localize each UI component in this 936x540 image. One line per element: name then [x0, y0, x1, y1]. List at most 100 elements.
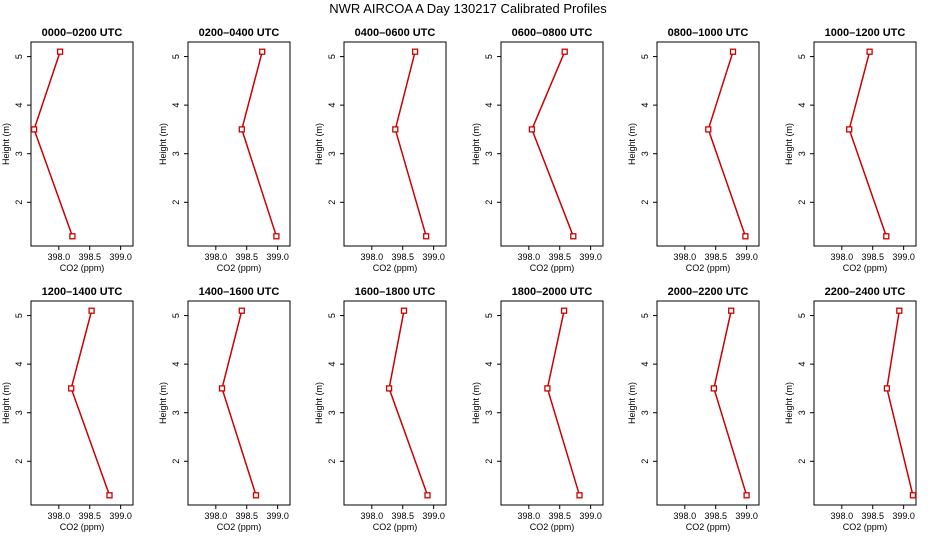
y-tick-label: 4	[14, 103, 24, 108]
panel-3: 0600–0800 UTC 398.0 398.5 399.0 CO2 (ppm) 2 3 4…	[471, 27, 604, 273]
y-axis-label: Height (m)	[784, 123, 794, 165]
data-point	[423, 233, 430, 240]
y-tick-label: 4	[797, 362, 807, 367]
x-tick-label: 398.0	[831, 511, 854, 521]
y-tick-label: 5	[14, 54, 24, 59]
x-tick-label: 398.0	[518, 252, 541, 262]
y-tick-label: 3	[327, 410, 337, 415]
y-tick-label: 5	[171, 54, 181, 59]
data-point	[30, 126, 38, 133]
x-tick-label: 398.5	[861, 511, 884, 521]
y-axis-label: Height (m)	[314, 123, 324, 165]
panel-8: 1600–1800 UTC 398.0 398.5 399.0 CO2 (ppm) 2 3 4…	[314, 286, 447, 532]
y-tick-label: 2	[640, 200, 650, 205]
x-tick-label: 399.0	[579, 511, 602, 521]
y-axis-label: Height (m)	[158, 382, 168, 424]
x-tick-label: 399.0	[892, 252, 915, 262]
data-point	[728, 307, 735, 314]
plot-frame	[656, 41, 760, 247]
panel-6: 1200–1400 UTC 398.0 398.5 399.0 CO2 (ppm) 2 3 4…	[1, 286, 134, 532]
panel-title: 1400–1600 UTC	[199, 286, 280, 298]
x-tick-label: 398.0	[518, 511, 541, 521]
profile-line	[33, 51, 74, 237]
data-point	[392, 126, 399, 133]
data-point	[576, 492, 583, 499]
profile-line	[221, 310, 257, 496]
panel-title: 2200–2400 UTC	[825, 286, 906, 298]
data-point	[544, 385, 551, 392]
y-tick-label: 2	[797, 459, 807, 464]
y-tick-label: 3	[14, 410, 24, 415]
plot-frame	[343, 41, 447, 247]
panel-title: 1800–2000 UTC	[512, 286, 593, 298]
x-tick-label: 399.0	[735, 252, 758, 262]
y-axis-label: Height (m)	[627, 382, 637, 424]
profile-line	[546, 310, 581, 496]
data-point	[846, 126, 853, 133]
x-tick-label: 399.0	[266, 511, 289, 521]
y-tick-label: 2	[327, 459, 337, 464]
data-point	[424, 492, 431, 499]
y-tick-label: 4	[327, 103, 337, 108]
y-tick-label: 2	[327, 200, 337, 205]
y-tick-label: 3	[327, 151, 337, 156]
y-axis-label: Height (m)	[471, 123, 481, 165]
figure-title: NWR AIRCOA A Day 130217 Calibrated Profi…	[329, 1, 607, 16]
data-point	[68, 385, 75, 392]
x-tick-label: 398.0	[831, 252, 854, 262]
x-tick-label: 399.0	[109, 252, 132, 262]
y-tick-label: 3	[171, 410, 181, 415]
x-tick-label: 399.0	[109, 511, 132, 521]
data-point	[743, 492, 750, 499]
y-tick-label: 5	[640, 54, 650, 59]
plot-frame	[30, 41, 134, 247]
plot-frame	[500, 41, 604, 247]
panel-4: 0800–1000 UTC 398.0 398.5 399.0 CO2 (ppm) 2 3 4…	[627, 27, 760, 273]
data-point	[883, 233, 890, 240]
x-tick-label: 398.0	[361, 252, 384, 262]
x-axis-label: CO2 (ppm)	[217, 522, 262, 532]
x-tick-label: 399.0	[422, 252, 445, 262]
x-tick-label: 398.5	[704, 511, 727, 521]
y-tick-label: 2	[484, 459, 494, 464]
data-point	[883, 385, 891, 392]
x-tick-label: 398.5	[391, 511, 414, 521]
data-point	[273, 233, 280, 240]
data-point	[528, 126, 536, 133]
y-axis-label: Height (m)	[158, 123, 168, 165]
y-tick-label: 3	[171, 151, 181, 156]
y-tick-label: 5	[484, 313, 494, 318]
data-point	[570, 233, 577, 240]
y-tick-label: 4	[327, 362, 337, 367]
data-point	[866, 48, 873, 55]
y-axis-label: Height (m)	[1, 382, 11, 424]
profile-line	[886, 310, 914, 496]
x-tick-label: 399.0	[266, 252, 289, 262]
x-axis-label: CO2 (ppm)	[843, 522, 888, 532]
x-axis-label: CO2 (ppm)	[60, 263, 105, 273]
data-point	[238, 126, 245, 133]
panel-title: 1600–1800 UTC	[355, 286, 436, 298]
x-tick-label: 399.0	[579, 252, 602, 262]
y-tick-label: 4	[640, 362, 650, 367]
x-tick-label: 398.0	[48, 511, 71, 521]
y-tick-label: 4	[171, 362, 181, 367]
x-tick-label: 398.0	[205, 511, 228, 521]
y-tick-label: 3	[484, 151, 494, 156]
data-point	[385, 385, 393, 392]
panel-1: 0200–0400 UTC 398.0 398.5 399.0 CO2 (ppm) 2 3 4…	[158, 27, 291, 273]
profile-line	[241, 51, 278, 237]
plot-frame	[656, 300, 760, 506]
y-tick-label: 4	[640, 103, 650, 108]
y-tick-label: 5	[797, 313, 807, 318]
data-point	[729, 48, 737, 55]
plot-frame	[30, 300, 134, 506]
y-axis-label: Height (m)	[314, 382, 324, 424]
y-tick-label: 3	[640, 410, 650, 415]
plot-frame	[187, 41, 291, 247]
profile-line	[388, 310, 429, 496]
y-tick-label: 2	[14, 459, 24, 464]
y-tick-label: 2	[484, 200, 494, 205]
data-point	[106, 492, 113, 499]
y-tick-label: 2	[797, 200, 807, 205]
